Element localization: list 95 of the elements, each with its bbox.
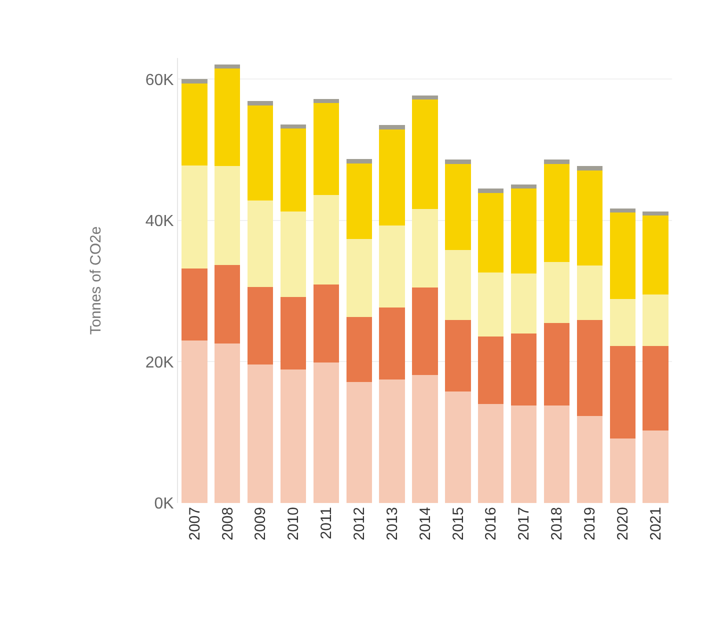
- bar: [642, 346, 668, 430]
- bar: [478, 404, 504, 503]
- bar: [642, 294, 668, 346]
- bar: [610, 346, 636, 439]
- bar: [214, 68, 240, 166]
- bar: [214, 343, 240, 503]
- bar: [478, 192, 504, 273]
- bar: [182, 268, 208, 341]
- bar: [379, 379, 405, 503]
- x-tick-label: 2012: [351, 507, 368, 540]
- bar: [247, 105, 274, 201]
- y-tick-label: 40K: [145, 213, 174, 230]
- y-tick-label: 20K: [145, 354, 174, 372]
- bar: [610, 298, 636, 346]
- bar: [642, 211, 668, 216]
- x-tick-label: 2020: [614, 507, 632, 540]
- bar: [412, 209, 438, 288]
- x-tick-label: 2019: [582, 507, 599, 540]
- x-tick-label: 2010: [285, 507, 302, 540]
- bar: [610, 438, 636, 503]
- bar: [214, 166, 240, 265]
- bar: [576, 320, 603, 416]
- x-tick-label: 2017: [516, 507, 533, 540]
- bar: [379, 307, 405, 380]
- bar: [576, 170, 603, 266]
- bar: [346, 159, 372, 164]
- bar: [544, 262, 570, 323]
- bar: [510, 273, 537, 334]
- bar: [510, 184, 537, 189]
- x-tick-label: 2009: [252, 507, 270, 540]
- bar: [445, 160, 471, 164]
- bar: [478, 336, 504, 404]
- bar: [412, 288, 438, 376]
- bar: [247, 101, 274, 106]
- bar: [642, 216, 668, 295]
- bar: [544, 406, 570, 503]
- bar: [510, 188, 537, 274]
- bar: [576, 416, 603, 503]
- bar: [214, 264, 240, 344]
- bar: [576, 166, 603, 170]
- bar: [610, 212, 636, 299]
- x-tick-label: 2016: [482, 507, 500, 540]
- bar: [610, 208, 636, 213]
- bar: [576, 266, 603, 320]
- bar: [182, 83, 208, 166]
- x-tick-label: 2011: [318, 507, 336, 540]
- bar: [214, 64, 240, 69]
- bar: [510, 406, 537, 503]
- bar: [247, 364, 274, 503]
- bar: [247, 200, 274, 287]
- bar: [280, 296, 306, 370]
- bar: [412, 375, 438, 503]
- x-tick-label: 2018: [548, 507, 566, 540]
- bar: [313, 103, 340, 196]
- bar: [510, 333, 537, 406]
- bar: [412, 100, 438, 210]
- bar: [445, 391, 471, 503]
- bar: [182, 165, 208, 268]
- x-tick-label: 2007: [186, 507, 204, 540]
- bar: [445, 164, 471, 250]
- bar: [182, 340, 208, 503]
- bar: [182, 79, 208, 84]
- bar: [379, 129, 405, 226]
- bar: [478, 188, 504, 193]
- bar: [313, 98, 340, 104]
- x-tick-label: 2013: [384, 507, 401, 540]
- bar: [313, 362, 340, 503]
- bar: [445, 250, 471, 320]
- y-tick-label: 0K: [154, 496, 174, 513]
- bar: [412, 95, 438, 100]
- y-tick-label: 60K: [145, 72, 174, 89]
- bar: [346, 163, 372, 239]
- bar: [346, 382, 372, 503]
- bar: [642, 430, 668, 503]
- bar: [379, 125, 405, 130]
- bar: [247, 286, 274, 365]
- x-tick-label: 2008: [219, 507, 236, 540]
- x-tick-label: 2021: [647, 507, 664, 540]
- bar: [445, 320, 471, 392]
- bar: [280, 370, 306, 503]
- bar: [313, 284, 340, 362]
- bar: [280, 128, 306, 212]
- bar: [313, 195, 340, 285]
- bar: [544, 164, 570, 262]
- bar: [544, 160, 570, 164]
- y-axis-title: Tonnes of CO2e: [88, 226, 105, 335]
- bar: [379, 225, 405, 308]
- bar: [346, 317, 372, 382]
- x-tick-label: 2015: [450, 507, 467, 540]
- bar: [544, 322, 570, 406]
- bar: [280, 211, 306, 297]
- x-tick-label: 2014: [416, 507, 434, 540]
- bar: [346, 238, 372, 318]
- bar: [478, 272, 504, 336]
- bar: [280, 124, 306, 129]
